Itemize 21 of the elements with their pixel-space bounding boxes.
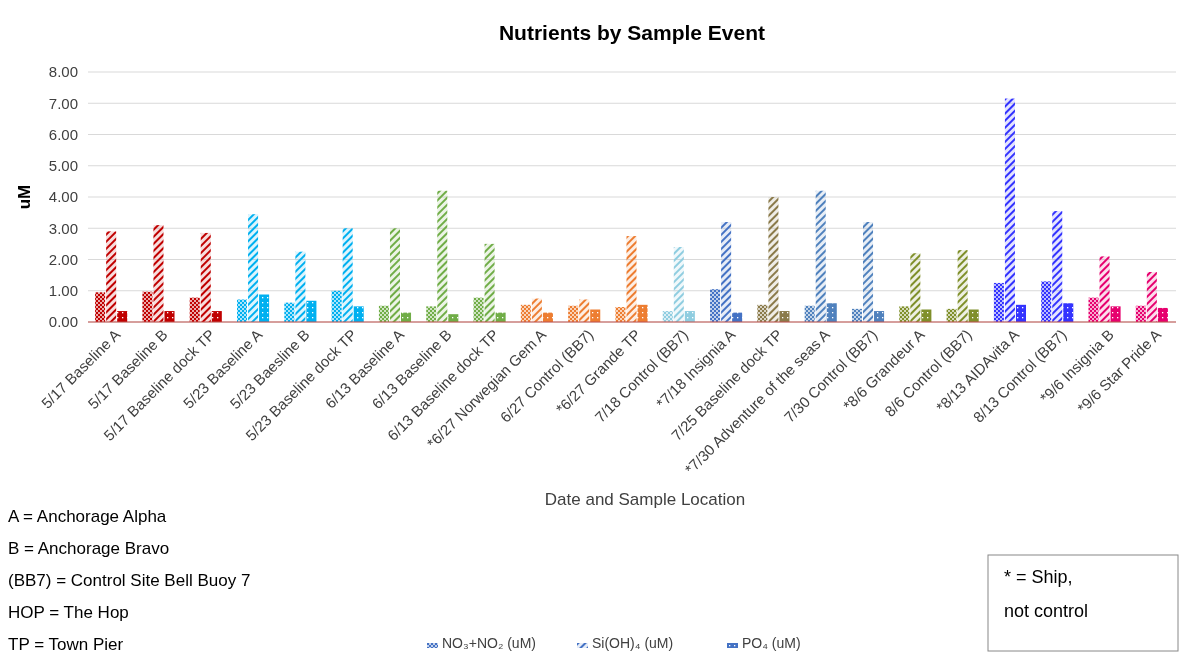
y-tick-label: 1.00 [48,282,78,299]
y-tick-label: 8.00 [48,63,78,81]
text: B = Anchorage Bravo [8,539,170,558]
y-tick-label: 6.00 [48,125,78,143]
y-axis-title: uM [15,184,34,210]
y-tick-label: 5.00 [48,157,78,174]
legend-label: PO₄ (uM) [742,634,801,651]
text: * = Ship, not control [1004,567,1089,621]
legend-label: Si(OH)₄ (uM) [592,634,674,651]
y-tick-label: 2.00 [48,250,78,268]
x-axis-title: Date and Sample Location [544,490,746,509]
text: A = Anchorage Alpha [8,507,167,526]
text: TP = Town Pier [8,635,124,654]
y-tick-label: 3.00 [48,219,78,237]
text: HOP = The Hop [8,603,129,622]
y-tick-label: 7.00 [48,94,78,112]
legend-label: NO₃+NO₂ (uM) [442,634,536,651]
y-tick-label: 0.00 [48,313,78,331]
chart-title: Nutrients by Sample Event [498,21,766,44]
text: (BB7) = Control Site Bell Buoy 7 [8,571,251,590]
y-tick-label: 4.00 [48,188,78,206]
